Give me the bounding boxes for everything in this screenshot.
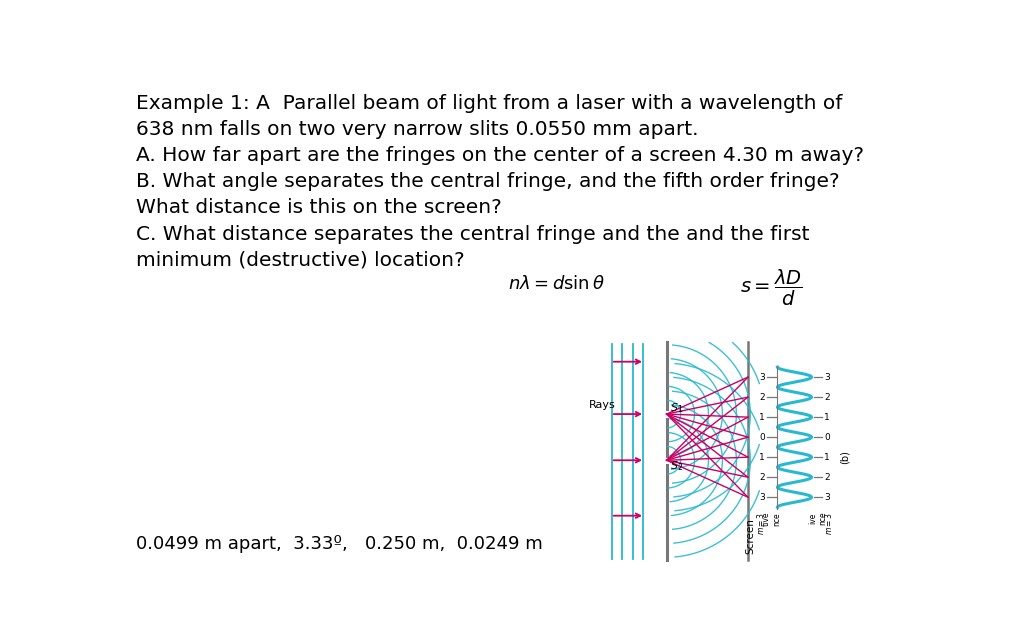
Text: Example 1: A  Parallel beam of light from a laser with a wavelength of: Example 1: A Parallel beam of light from… <box>136 93 842 113</box>
Text: $m=3$: $m=3$ <box>755 512 766 535</box>
Text: 1: 1 <box>760 413 765 422</box>
Text: B. What angle separates the central fringe, and the fifth order fringe?: B. What angle separates the central frin… <box>136 172 840 191</box>
Text: 1: 1 <box>824 413 829 422</box>
Text: Screen: Screen <box>745 518 756 554</box>
Text: 2: 2 <box>824 473 829 482</box>
Text: 2: 2 <box>824 392 829 402</box>
Text: 0.0499 m apart,  3.33º,   0.250 m,  0.0249 m: 0.0499 m apart, 3.33º, 0.250 m, 0.0249 m <box>136 534 543 553</box>
Text: 3: 3 <box>760 493 765 502</box>
Text: $n\lambda = d\sin\theta$: $n\lambda = d\sin\theta$ <box>508 275 605 294</box>
Text: A. How far apart are the fringes on the center of a screen 4.30 m away?: A. How far apart are the fringes on the … <box>136 146 864 165</box>
Text: C. What distance separates the central fringe and the and the first: C. What distance separates the central f… <box>136 225 809 244</box>
Text: 0: 0 <box>824 433 829 442</box>
Text: ive
nce: ive nce <box>808 512 827 525</box>
Text: tive
nce: tive nce <box>762 512 781 526</box>
Text: 3: 3 <box>760 372 765 381</box>
Text: $m=3$: $m=3$ <box>823 512 835 535</box>
Text: 1: 1 <box>760 452 765 461</box>
Text: $s = \dfrac{\lambda D}{d}$: $s = \dfrac{\lambda D}{d}$ <box>740 268 803 308</box>
Text: What distance is this on the screen?: What distance is this on the screen? <box>136 198 502 218</box>
Text: minimum (destructive) location?: minimum (destructive) location? <box>136 251 464 270</box>
Text: (b): (b) <box>840 451 850 464</box>
Text: 3: 3 <box>824 372 829 381</box>
Text: Rays: Rays <box>589 400 615 410</box>
Text: 638 nm falls on two very narrow slits 0.0550 mm apart.: 638 nm falls on two very narrow slits 0.… <box>136 120 698 139</box>
Text: $S_1$: $S_1$ <box>670 401 683 415</box>
Text: 0: 0 <box>760 433 765 442</box>
Text: 1: 1 <box>824 452 829 461</box>
Text: 3: 3 <box>824 493 829 502</box>
Text: 2: 2 <box>760 473 765 482</box>
Text: $S_2$: $S_2$ <box>670 460 683 474</box>
Text: 2: 2 <box>760 392 765 402</box>
